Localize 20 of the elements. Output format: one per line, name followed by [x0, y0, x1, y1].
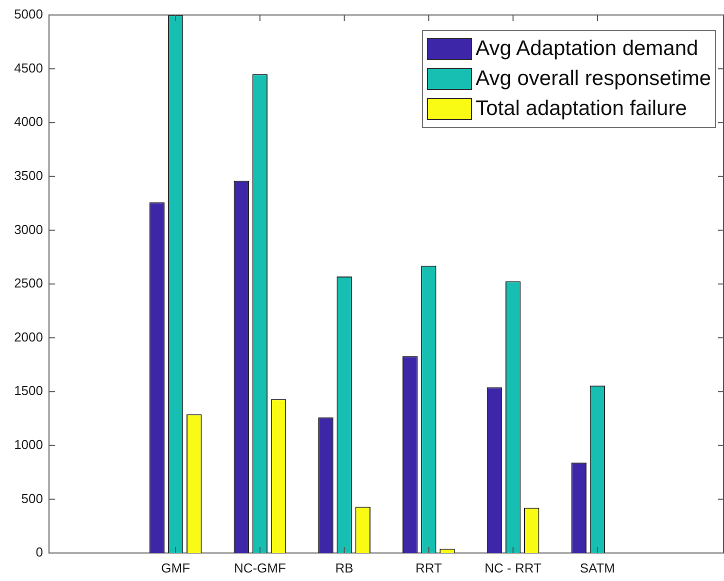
y-tick-label: 4000 — [14, 114, 43, 130]
y-tick-label: 5000 — [14, 6, 43, 22]
x-tick-label: NC-GMF — [234, 560, 286, 576]
y-tick-label: 3500 — [14, 168, 43, 183]
y-tick-label: 4500 — [14, 60, 43, 76]
legend-label: Avg Adaptation demand — [476, 37, 698, 61]
y-tick-label: 2000 — [14, 329, 43, 344]
y-tick-label: 3000 — [14, 222, 43, 237]
y-tick-label: 1000 — [14, 436, 43, 452]
y-tick-label: 0 — [36, 544, 43, 560]
x-tick-label: RB — [335, 560, 354, 576]
x-tick-label: SATM — [580, 560, 616, 576]
y-tick-label: 1500 — [14, 383, 43, 398]
y-tick-label: 500 — [21, 490, 43, 506]
x-tick-label: NC - RRT — [484, 560, 542, 576]
y-tick-label: 2500 — [14, 276, 43, 291]
legend-label: Avg overall responsetime — [476, 67, 711, 91]
x-tick-label: GMF — [161, 560, 190, 576]
legend-label: Total adaptation failure — [476, 97, 687, 121]
x-tick-label: RRT — [415, 560, 442, 576]
